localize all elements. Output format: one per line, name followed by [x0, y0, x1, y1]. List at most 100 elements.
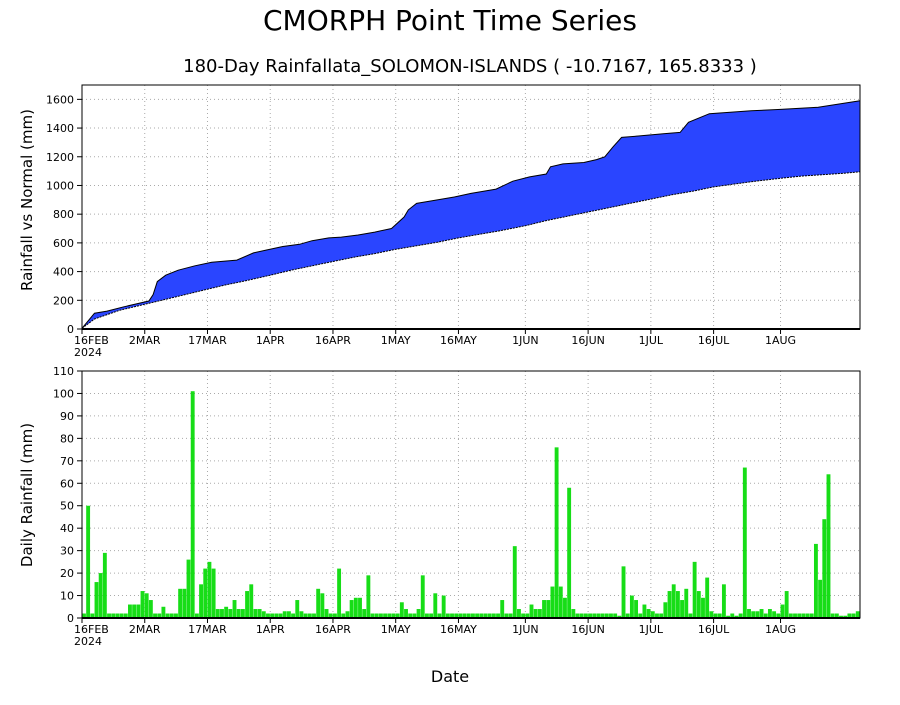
daily-rainfall-bar — [809, 613, 814, 618]
daily-rainfall-bar — [634, 600, 639, 618]
daily-rainfall-bar — [692, 561, 697, 618]
daily-rainfall-bar — [182, 588, 187, 618]
daily-rainfall-bar — [86, 505, 91, 618]
daily-rainfall-bar — [424, 613, 429, 618]
daily-rainfall-bar — [542, 600, 546, 618]
daily-rainfall-bar — [157, 613, 162, 618]
daily-rainfall-bar — [82, 613, 86, 618]
daily-rainfall-bar — [362, 609, 367, 618]
daily-rainfall-bar — [797, 613, 802, 618]
daily-rainfall-bar — [847, 613, 852, 618]
daily-rainfall-bar — [286, 611, 291, 618]
top-xtick-label: 17MAR — [188, 334, 227, 347]
daily-rainfall-bar — [563, 597, 567, 618]
daily-rainfall-bar — [734, 615, 739, 618]
top-panel-ylabel: Rainfall vs Normal (mm) — [18, 109, 36, 291]
daily-rainfall-bar — [178, 588, 183, 618]
daily-rainfall-bar — [525, 613, 530, 618]
daily-rainfall-bar — [776, 613, 781, 618]
bottom-ytick-label: 10 — [60, 590, 74, 603]
daily-rainfall-bar — [830, 613, 835, 618]
daily-rainfall-bar — [466, 613, 471, 618]
daily-rainfall-bar — [738, 613, 743, 618]
bottom-ytick-label: 110 — [53, 365, 74, 378]
daily-rainfall-bar — [253, 609, 258, 618]
daily-rainfall-bar — [717, 613, 722, 618]
daily-rainfall-bar — [274, 613, 279, 618]
daily-rainfall-bar — [107, 613, 111, 618]
daily-rainfall-bar — [713, 613, 718, 618]
daily-rainfall-bar — [90, 613, 95, 618]
daily-rainfall-bar — [353, 597, 358, 618]
daily-rainfall-bar — [320, 593, 325, 618]
daily-rainfall-bar — [780, 604, 785, 618]
daily-rainfall-bar — [675, 591, 680, 618]
top-xtick-label: 1JUL — [639, 334, 664, 347]
daily-rainfall-bar — [303, 613, 308, 618]
daily-rainfall-bar — [395, 613, 400, 618]
top-xtick-year-label: 2024 — [74, 346, 102, 359]
daily-rainfall-bar — [788, 613, 793, 618]
daily-rainfall-bar — [826, 474, 831, 618]
daily-rainfall-bar — [312, 613, 316, 618]
daily-rainfall-bar — [245, 591, 250, 618]
daily-rainfall-bar — [709, 611, 714, 618]
daily-rainfall-bar — [663, 602, 668, 618]
top-xtick-label: 16JUL — [698, 334, 730, 347]
daily-rainfall-bar — [554, 447, 559, 618]
daily-rainfall-bar — [755, 611, 760, 618]
daily-rainfall-bar — [504, 613, 509, 618]
top-xtick-label: 1MAY — [381, 334, 411, 347]
daily-rainfall-bar — [378, 613, 383, 618]
daily-rainfall-bar — [266, 613, 270, 618]
daily-rainfall-bar — [487, 613, 492, 618]
daily-rainfall-bar — [742, 467, 747, 618]
daily-rainfall-bar — [629, 595, 634, 618]
daily-rainfall-bar — [508, 613, 513, 618]
daily-rainfall-bar — [207, 561, 212, 618]
daily-rainfall-bar — [220, 609, 224, 618]
daily-rainfall-bar — [295, 600, 300, 618]
daily-rainfall-bar — [169, 613, 174, 618]
daily-rainfall-bar — [617, 615, 622, 618]
top-xtick-label: 16FEB — [74, 334, 109, 347]
daily-rainfall-bar — [366, 575, 371, 618]
daily-rainfall-bar — [609, 613, 613, 618]
daily-rainfall-bar — [471, 613, 475, 618]
daily-rainfall-bar — [625, 613, 630, 618]
daily-rainfall-bar — [638, 613, 643, 618]
top-ytick-label: 1400 — [46, 122, 74, 135]
daily-rainfall-bar — [646, 609, 651, 618]
top-ytick-label: 800 — [53, 208, 74, 221]
daily-rainfall-bar — [517, 609, 521, 618]
daily-rainfall-bar — [94, 582, 99, 618]
daily-rainfall-bar — [249, 584, 254, 618]
daily-rainfall-bar — [680, 600, 685, 618]
normal-cumulative-line — [81, 171, 861, 329]
bottom-xtick-label: 16FEB — [74, 623, 109, 636]
daily-rainfall-bar — [801, 613, 806, 618]
daily-rainfall-bar — [224, 606, 229, 618]
daily-rainfall-bar — [341, 613, 346, 618]
daily-rainfall-bar — [307, 613, 312, 618]
daily-rainfall-bar — [445, 613, 450, 618]
daily-rainfall-bar — [805, 613, 810, 618]
daily-rainfall-bar — [458, 613, 463, 618]
daily-rainfall-bar — [153, 613, 157, 618]
bottom-ytick-label: 30 — [60, 545, 74, 558]
daily-rainfall-bar — [575, 613, 580, 618]
daily-rainfall-bar — [659, 613, 664, 618]
daily-rainfall-bar — [433, 593, 438, 618]
daily-rainfall-bar — [236, 609, 241, 618]
daily-rainfall-bar — [349, 600, 354, 618]
daily-rainfall-bar — [140, 591, 145, 618]
top-xtick-label: 1JUN — [512, 334, 539, 347]
daily-rainfall-bar — [441, 595, 446, 618]
daily-rainfall-bar — [391, 613, 396, 618]
daily-rainfall-bar — [387, 613, 392, 618]
top-xtick-label: 16APR — [315, 334, 351, 347]
daily-rainfall-bar — [550, 586, 555, 618]
top-ytick-label: 0 — [67, 323, 74, 336]
daily-rainfall-bar — [642, 604, 647, 618]
